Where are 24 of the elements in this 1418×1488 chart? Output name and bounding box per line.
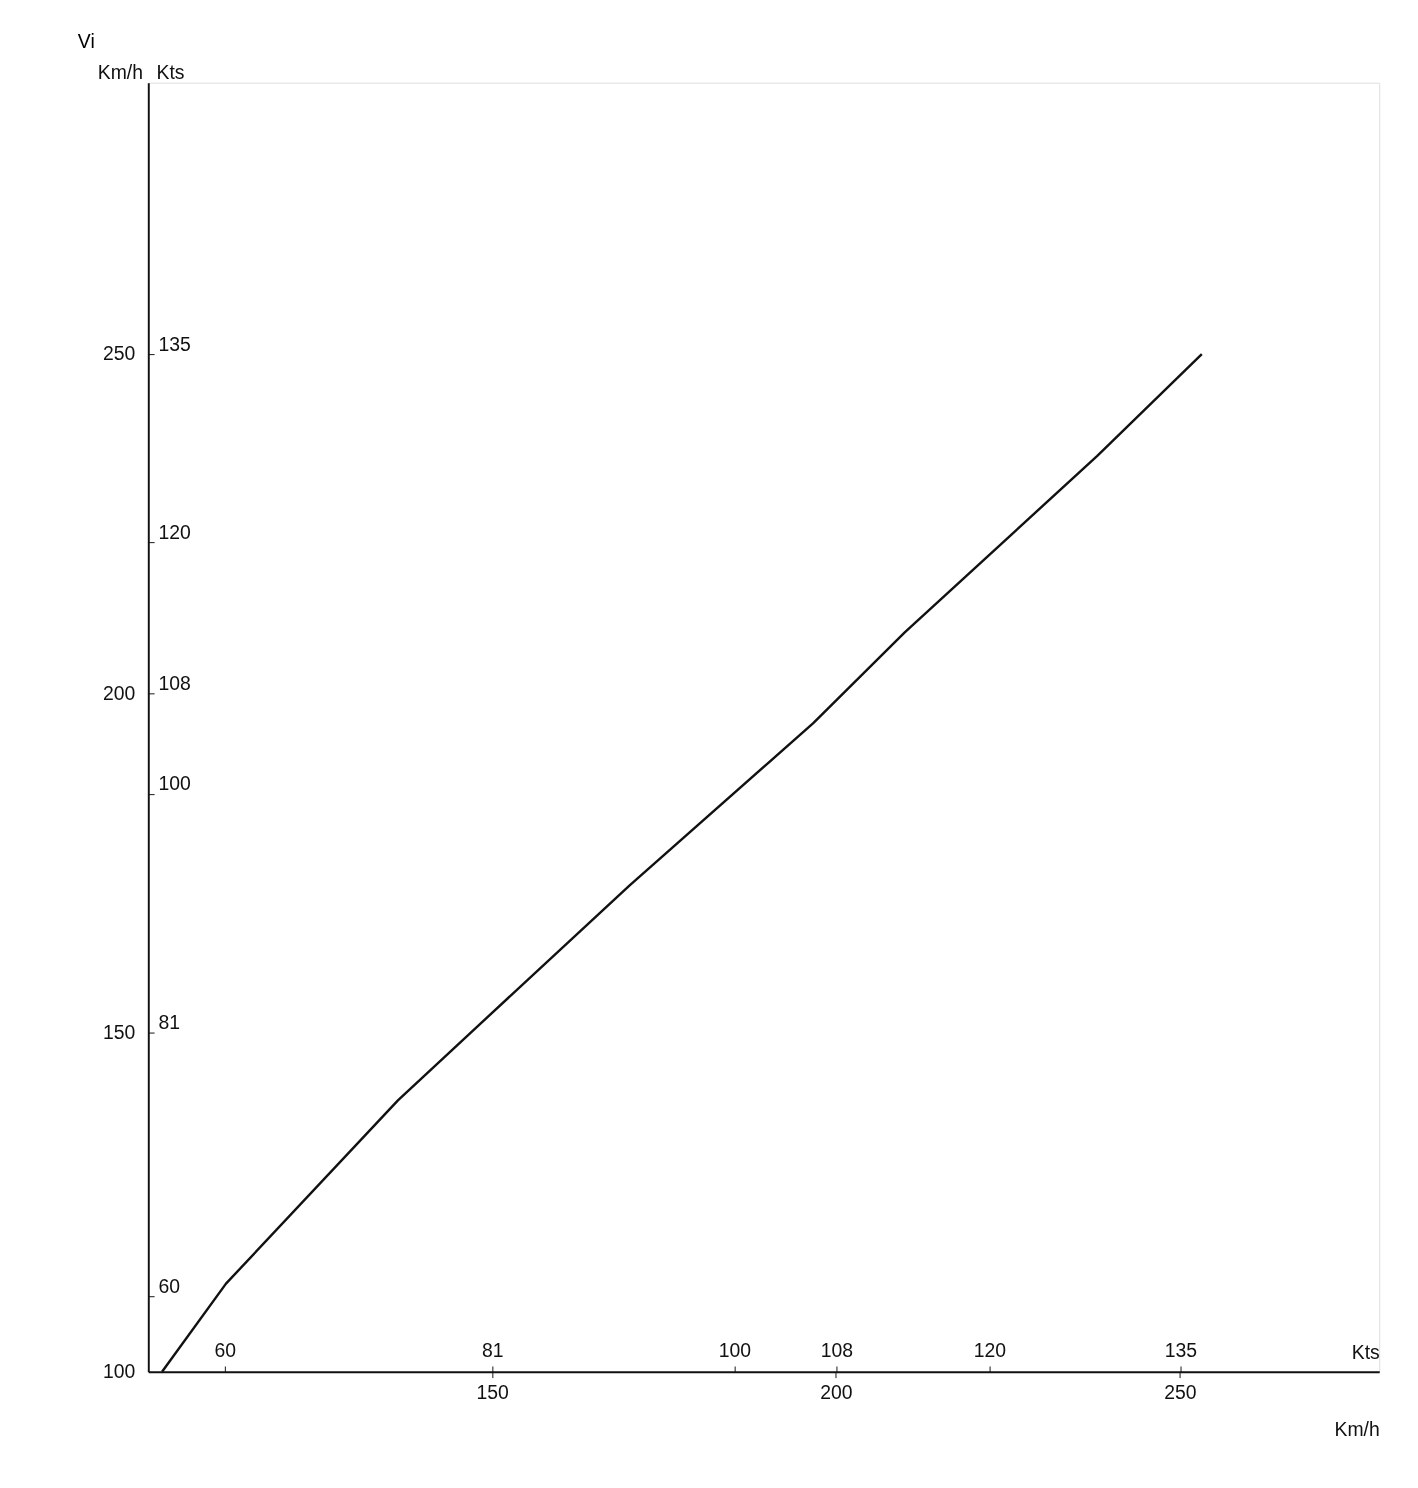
y2-tick-label: 108 bbox=[158, 671, 191, 694]
x2-tick-label: 135 bbox=[1164, 1338, 1198, 1361]
y2-tick-label: 100 bbox=[158, 772, 192, 795]
x2-tick-label: 100 bbox=[718, 1338, 752, 1361]
x-tick-label: 150 bbox=[476, 1381, 509, 1404]
y2-axis-title: Kts bbox=[156, 61, 185, 84]
y-tick-label: 250 bbox=[102, 342, 136, 365]
x2-tick-label: 120 bbox=[973, 1338, 1007, 1361]
x-tick-label: 250 bbox=[1164, 1381, 1197, 1404]
y-axis-title: Km/h bbox=[97, 61, 143, 84]
y-tick-label: 100 bbox=[102, 1360, 136, 1383]
x-tick-label: 200 bbox=[820, 1381, 853, 1404]
y-tick-label: 200 bbox=[102, 681, 136, 704]
x2-axis-title: Kts bbox=[1351, 1340, 1380, 1363]
chart-title: Vi bbox=[77, 29, 95, 52]
x-axis-title: Km/h bbox=[1334, 1418, 1380, 1441]
y2-tick-label: 120 bbox=[158, 521, 192, 544]
x2-tick-label: 81 bbox=[482, 1338, 504, 1361]
y2-tick-label: 60 bbox=[158, 1275, 181, 1298]
y2-tick-label: 135 bbox=[158, 332, 191, 355]
x2-tick-label: 60 bbox=[214, 1338, 237, 1361]
y-tick-label: 150 bbox=[102, 1020, 136, 1043]
y2-tick-label: 81 bbox=[158, 1011, 181, 1034]
x2-tick-label: 108 bbox=[820, 1338, 854, 1361]
